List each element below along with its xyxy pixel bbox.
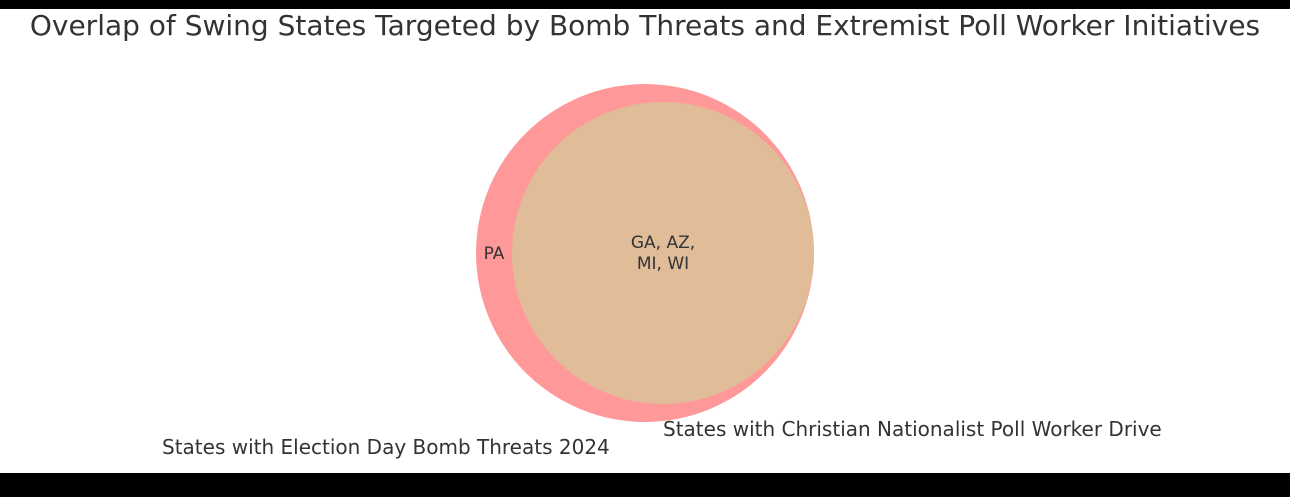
region-intersection-label-line1: GA, AZ, <box>631 233 695 253</box>
intersection-region <box>512 102 814 404</box>
region-intersection-label-line2: MI, WI <box>637 254 689 274</box>
set-b-label: States with Christian Nationalist Poll W… <box>663 417 1162 441</box>
region-a-only-label: PA <box>484 244 505 264</box>
chart-title: Overlap of Swing States Targeted by Bomb… <box>29 9 1261 42</box>
set-a-label: States with Election Day Bomb Threats 20… <box>162 435 610 459</box>
bottom-border <box>0 473 1290 497</box>
top-border <box>0 0 1290 9</box>
